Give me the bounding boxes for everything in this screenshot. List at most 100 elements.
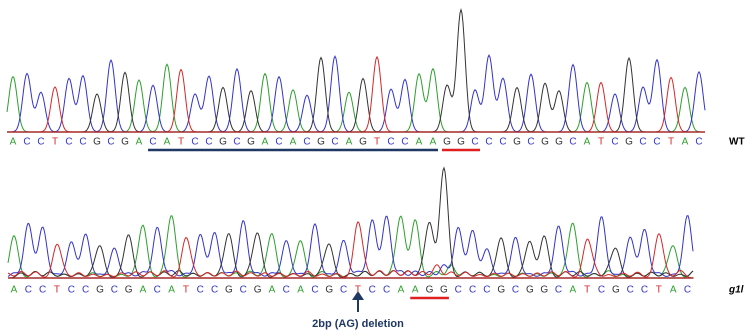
base-letter: G: [443, 137, 451, 148]
base-letter: A: [346, 137, 353, 148]
base-letter: C: [303, 137, 310, 148]
base-letter: C: [469, 285, 476, 296]
base-letter: C: [240, 285, 247, 296]
base-letter: C: [499, 137, 506, 148]
base-letter: C: [369, 285, 376, 296]
base-letter: C: [401, 137, 408, 148]
base-letter: C: [512, 285, 519, 296]
base-letter: G: [359, 137, 367, 148]
trace: [8, 222, 693, 278]
annotation: 2bp (AG) deletion: [312, 318, 404, 330]
base-letter: T: [183, 285, 189, 296]
base-letter: C: [275, 137, 282, 148]
base-letter: C: [627, 285, 634, 296]
trace: [7, 10, 705, 132]
base-letter: C: [79, 137, 86, 148]
base-letter: G: [457, 137, 465, 148]
base-letter: G: [325, 285, 333, 296]
base-letter: A: [297, 285, 304, 296]
base-letter: A: [670, 285, 677, 296]
base-letter: C: [37, 137, 44, 148]
base-letter: A: [290, 137, 297, 148]
base-letter: T: [178, 137, 184, 148]
base-letter: C: [25, 285, 32, 296]
base-letter: C: [695, 137, 702, 148]
base-letter: G: [513, 137, 521, 148]
base-letter: C: [471, 137, 478, 148]
base-letter: T: [374, 137, 380, 148]
base-letter: C: [387, 137, 394, 148]
base-letter: C: [107, 137, 114, 148]
base-letter: C: [455, 285, 462, 296]
base-letter: T: [656, 285, 662, 296]
base-letter: C: [211, 285, 218, 296]
base-letter: C: [598, 285, 605, 296]
base-letter: A: [269, 285, 276, 296]
base-letter: G: [121, 137, 129, 148]
base-letter: C: [684, 285, 691, 296]
base-letter: G: [125, 285, 133, 296]
base-letter: T: [598, 137, 604, 148]
page: {"tracks": [ {"label": "WT", "bases": ["…: [0, 0, 752, 336]
base-letter: C: [340, 285, 347, 296]
base-letter: G: [93, 137, 101, 148]
base-letter: T: [668, 137, 674, 148]
base-letter: C: [485, 137, 492, 148]
base-letter: C: [111, 285, 118, 296]
base-letter: C: [68, 285, 75, 296]
base-letter: G: [555, 137, 563, 148]
base-letter: A: [398, 285, 405, 296]
base-letter: A: [262, 137, 269, 148]
base-letter: G: [219, 137, 227, 148]
base-letter: C: [555, 285, 562, 296]
base-letter: A: [412, 285, 419, 296]
base-letter: G: [426, 285, 434, 296]
base-letter: C: [233, 137, 240, 148]
base-letter: G: [254, 285, 262, 296]
base-letter: C: [197, 285, 204, 296]
base-letter: C: [205, 137, 212, 148]
base-letter: A: [11, 285, 18, 296]
base-letter: G: [526, 285, 534, 296]
base-letter: C: [191, 137, 198, 148]
track-label: WT: [729, 137, 745, 148]
base-letter: C: [149, 137, 156, 148]
track-label: g1l: [728, 285, 744, 296]
base-letter: G: [541, 137, 549, 148]
base-letter: T: [52, 137, 58, 148]
base-letter: T: [355, 285, 361, 296]
base-letter: C: [331, 137, 338, 148]
base-letter: T: [54, 285, 60, 296]
base-letter: A: [430, 137, 437, 148]
base-letter: A: [164, 137, 171, 148]
base-letter: C: [39, 285, 46, 296]
chromatogram-figure: WT g1l 2bp (AG) deletion ACCTCCGCGACATCC…: [0, 0, 752, 336]
base-letter: C: [483, 285, 490, 296]
base-letter: A: [570, 285, 577, 296]
trace: [7, 64, 705, 132]
base-letter: G: [317, 137, 325, 148]
base-letter: C: [154, 285, 161, 296]
base-letter: C: [641, 285, 648, 296]
base-letter: A: [416, 137, 423, 148]
base-letter: A: [168, 285, 175, 296]
base-letter: G: [440, 285, 448, 296]
base-letter: C: [611, 137, 618, 148]
base-letter: G: [497, 285, 505, 296]
base-letter: C: [527, 137, 534, 148]
base-letter: G: [96, 285, 104, 296]
base-letter: G: [612, 285, 620, 296]
base-letter: G: [625, 137, 633, 148]
base-letter: G: [540, 285, 548, 296]
base-letter: T: [584, 285, 590, 296]
base-letter: A: [140, 285, 147, 296]
base-letter: C: [311, 285, 318, 296]
base-letter: C: [82, 285, 89, 296]
base-letter: C: [65, 137, 72, 148]
base-letter: C: [653, 137, 660, 148]
base-letter: C: [569, 137, 576, 148]
base-letter: G: [225, 285, 233, 296]
base-letter: A: [584, 137, 591, 148]
base-letter: A: [136, 137, 143, 148]
base-letter: G: [247, 137, 255, 148]
